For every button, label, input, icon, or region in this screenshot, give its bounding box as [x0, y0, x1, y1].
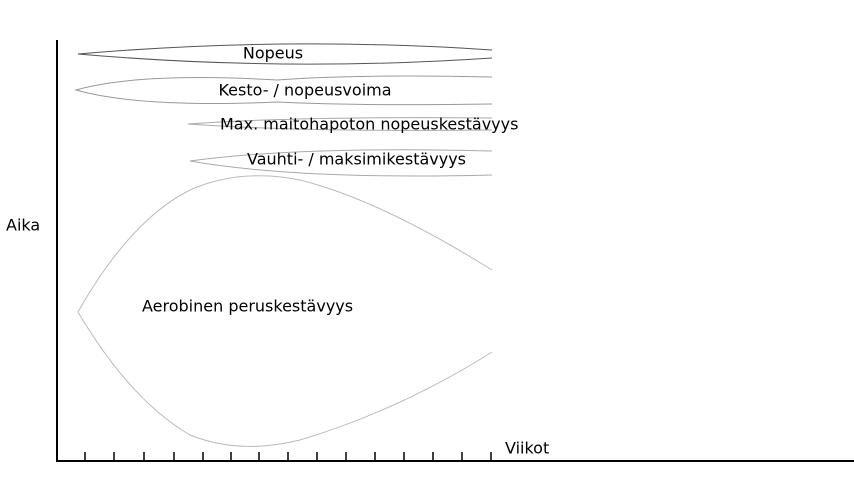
shape-label: Aerobinen peruskestävyys [142, 297, 353, 316]
shape-nopeus [77, 43, 493, 65]
shape-label: Kesto- / nopeusvoima [218, 81, 391, 100]
x-ticks [84, 452, 492, 461]
shape-aerobinen [77, 175, 493, 447]
x-axis-label: Viikot [505, 439, 549, 458]
shape-label: Max. maitohapoton nopeuskestävyys [220, 115, 518, 134]
shape-kesto [74, 75, 493, 106]
shape-vauhti [189, 149, 493, 177]
shape-label: Vauhti- / maksimikestävyys [247, 150, 466, 169]
shape-label: Nopeus [243, 44, 303, 63]
shape-max [187, 117, 493, 131]
y-axis-label: Aika [6, 216, 40, 235]
